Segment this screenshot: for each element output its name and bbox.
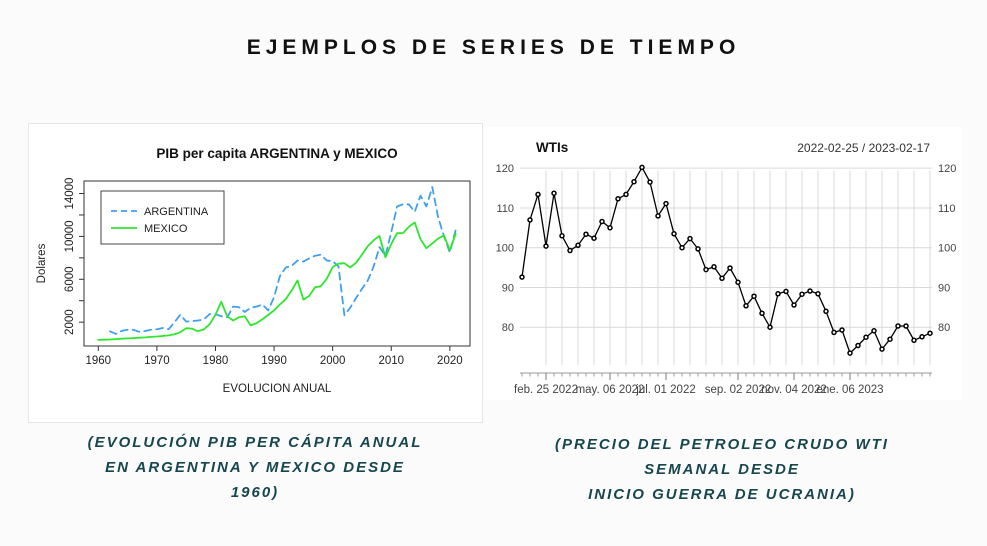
svg-text:90: 90 [502, 282, 514, 294]
pib-chart-panel: PIB per capita ARGENTINA y MEXICO 1960 197… [28, 123, 483, 423]
svg-text:10000: 10000 [64, 220, 76, 252]
svg-text:80: 80 [938, 322, 950, 334]
svg-text:2000: 2000 [64, 309, 76, 335]
svg-text:PIB per capita ARGENTINA y MEX: PIB per capita ARGENTINA y MEXICO [156, 146, 397, 161]
series-argentina [109, 186, 457, 335]
caption-pib: (EVOLUCIÓN PIB PER CÁPITA ANUAL EN ARGEN… [87, 434, 423, 502]
svg-text:80: 80 [502, 322, 514, 334]
series-mexico [97, 221, 457, 341]
svg-text:100: 100 [496, 243, 514, 255]
svg-text:1990: 1990 [261, 355, 287, 367]
wti-chart-svg: WTIs 2022-02-25 / 2023-02-17 80 80 90 90 100 10… [496, 140, 957, 396]
pib-chart-svg: PIB per capita ARGENTINA y MEXICO 1960 197… [36, 146, 471, 395]
svg-text:ARGENTINA: ARGENTINA [144, 206, 209, 218]
svg-text:90: 90 [938, 282, 950, 294]
svg-text:jul. 01 2022: jul. 01 2022 [635, 384, 695, 396]
svg-text:EVOLUCION ANUAL: EVOLUCION ANUAL [223, 383, 332, 395]
pib-legend: ARGENTINA MEXICO [100, 190, 225, 245]
svg-text:feb. 25 2022: feb. 25 2022 [514, 384, 578, 396]
svg-text:MEXICO: MEXICO [144, 223, 188, 235]
svg-text:6000: 6000 [64, 266, 76, 292]
svg-text:nov. 04 2022: nov. 04 2022 [761, 384, 827, 396]
svg-text:2000: 2000 [320, 355, 346, 367]
page-title: EJEMPLOS DE SERIES DE TIEMPO [246, 36, 741, 59]
svg-text:may. 06 2022: may. 06 2022 [576, 384, 645, 396]
wti-chart-panel: WTIs 2022-02-25 / 2023-02-17 80 80 90 90 100 10… [484, 127, 962, 400]
svg-text:sep. 02 2022: sep. 02 2022 [705, 384, 772, 396]
svg-text:1970: 1970 [144, 355, 170, 367]
svg-text:110: 110 [938, 203, 956, 215]
svg-text:1960: 1960 [85, 355, 111, 367]
svg-text:2022-02-25 / 2023-02-17: 2022-02-25 / 2023-02-17 [797, 141, 930, 155]
svg-text:2020: 2020 [437, 355, 463, 367]
pib-plot: PIB per capita ARGENTINA y MEXICO 1960 197… [36, 146, 471, 395]
svg-text:110: 110 [496, 203, 514, 215]
svg-text:120: 120 [938, 163, 956, 175]
svg-text:120: 120 [496, 163, 514, 175]
svg-text:1980: 1980 [203, 355, 229, 367]
svg-text:WTIs: WTIs [536, 140, 568, 155]
caption-wti: (PRECIO DEL PETROLEO CRUDO WTI SEMANAL D… [555, 436, 889, 504]
svg-text:100: 100 [938, 243, 956, 255]
series-wti [521, 166, 931, 354]
svg-text:14000: 14000 [64, 178, 76, 210]
svg-text:ene. 06 2023: ene. 06 2023 [816, 384, 883, 396]
svg-text:2010: 2010 [378, 355, 404, 367]
svg-text:Dolares: Dolares [36, 243, 48, 283]
wti-plot: WTIs 2022-02-25 / 2023-02-17 80 80 90 90 100 10… [496, 140, 957, 396]
